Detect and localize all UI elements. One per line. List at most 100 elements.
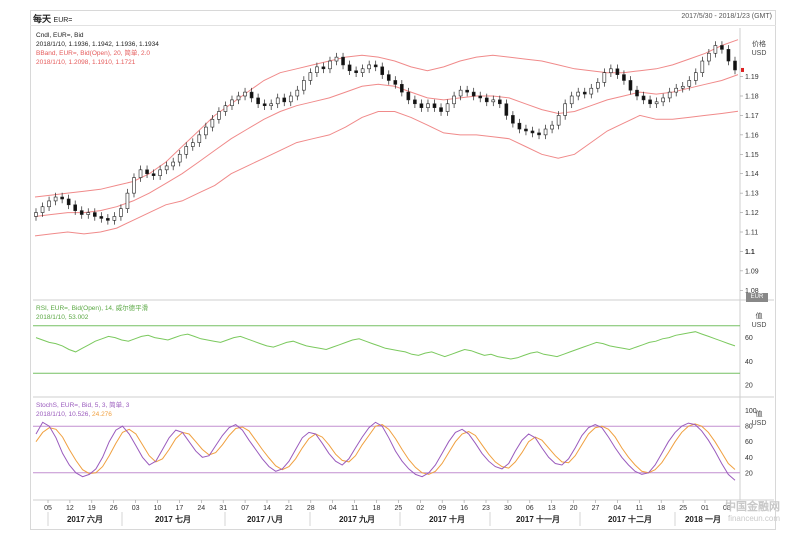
candle-body xyxy=(158,169,162,176)
candle-body xyxy=(269,103,273,107)
candle-body xyxy=(720,45,724,50)
candle-body xyxy=(484,97,489,103)
rsi-legend: RSI, EUR=, Bid(Open), 14, 威尔德平滑 2018/1/1… xyxy=(36,304,148,322)
candle-body xyxy=(341,56,345,66)
stoch-d-line xyxy=(35,423,736,475)
candle-body xyxy=(197,134,202,143)
rsi-line xyxy=(35,331,736,360)
price-tick-label: 1.14 xyxy=(745,171,759,178)
price-tick-label: 1.18 xyxy=(745,94,759,101)
candle-body xyxy=(556,115,561,126)
candle-body xyxy=(694,72,698,81)
price-tick-label: 1.1 xyxy=(745,249,755,256)
price-tick-label: 1.17 xyxy=(745,113,759,120)
candle-body xyxy=(713,45,718,54)
month-label: 2017 八月 xyxy=(247,515,283,524)
candle-body xyxy=(145,169,149,175)
candle-body xyxy=(295,89,300,97)
stoch-k-value: 2018/1/10, 10.526, xyxy=(36,411,91,418)
candle-body xyxy=(400,84,404,93)
candle-body xyxy=(230,99,234,107)
x-tick-label: 25 xyxy=(679,505,687,512)
candle-body xyxy=(92,212,97,217)
month-label: 2017 七月 xyxy=(155,514,191,524)
candle-body xyxy=(563,103,567,116)
stoch-legend-title: StochS, EUR=, Bid, 5, 3, 简单, 3 xyxy=(36,402,130,409)
candle-body xyxy=(119,208,123,217)
candle-body xyxy=(628,80,633,91)
candle-body xyxy=(177,153,182,163)
candle-body xyxy=(380,66,385,75)
x-tick-label: 08 xyxy=(723,505,731,512)
candle-body xyxy=(641,95,646,101)
x-tick-label: 21 xyxy=(285,505,293,512)
candle-body xyxy=(243,91,247,97)
candle-body xyxy=(726,49,731,62)
candle-body xyxy=(687,80,692,87)
date-range: 2017/5/30 - 2018/1/23 (GMT) xyxy=(681,13,772,20)
candle-body xyxy=(615,68,620,75)
stoch-tick-label: 60 xyxy=(745,439,753,446)
candle-body xyxy=(609,68,613,73)
stoch-d-value: 24.276 xyxy=(92,411,112,418)
candle-body xyxy=(66,198,71,206)
candle-body xyxy=(419,103,424,108)
candle-body xyxy=(504,103,509,116)
x-tick-label: 16 xyxy=(460,505,468,512)
price-unit-label: 价格 USD xyxy=(744,40,774,58)
candle-body xyxy=(190,142,195,147)
candle-body xyxy=(445,103,450,112)
price-badge: EUR xyxy=(746,293,768,302)
candle-legend-title: Cndl, EUR=, Bid xyxy=(36,32,84,39)
candle-body xyxy=(262,103,267,107)
candle-body xyxy=(367,64,371,70)
candle-body xyxy=(60,196,64,200)
stoch-tick-label: 100 xyxy=(745,408,757,415)
month-label: 2017 十二月 xyxy=(608,514,652,524)
x-tick-label: 25 xyxy=(395,505,403,512)
candle-body xyxy=(426,103,430,108)
candle-body xyxy=(471,91,476,97)
candle-body xyxy=(680,85,685,89)
candle-body xyxy=(151,173,156,176)
candle-body xyxy=(406,91,411,101)
candle-body xyxy=(53,196,58,202)
candle-body xyxy=(315,66,319,73)
x-tick-label: 19 xyxy=(88,505,96,512)
candle-body xyxy=(256,97,260,105)
month-label: 2018 一月 xyxy=(685,515,721,524)
candle-body xyxy=(217,111,221,120)
rsi-legend-title: RSI, EUR=, Bid(Open), 14, 威尔德平滑 xyxy=(36,305,149,312)
month-label: 2017 十一月 xyxy=(516,514,560,524)
bband-upper-line xyxy=(34,39,739,198)
candle-body xyxy=(589,87,594,95)
candle-body xyxy=(524,128,528,132)
candle-body xyxy=(622,74,626,81)
watermark-line2: financeun.com xyxy=(727,514,780,523)
candle-body xyxy=(125,192,130,209)
month-label: 2017 六月 xyxy=(67,514,103,524)
x-tick-label: 05 xyxy=(44,505,52,512)
x-tick-label: 30 xyxy=(504,505,512,512)
candle-body xyxy=(543,128,548,136)
stoch-unit-line2: USD xyxy=(751,420,767,427)
candle-body xyxy=(386,74,391,81)
x-tick-label: 18 xyxy=(657,505,665,512)
candle-body xyxy=(491,99,496,103)
candle-body xyxy=(517,122,522,130)
candle-body xyxy=(661,97,665,103)
candle-body xyxy=(452,95,456,105)
candle-body xyxy=(478,95,483,99)
candle-body xyxy=(569,95,574,105)
candle-body xyxy=(321,66,326,70)
candle-body xyxy=(530,130,535,134)
price-unit-line2: USD xyxy=(751,50,767,57)
stoch-k-line xyxy=(35,421,736,481)
rsi-unit-label: 值 USD xyxy=(744,312,774,330)
stoch-legend-values: 2018/1/10, 10.526, 24.276 xyxy=(36,410,129,419)
symbol-text: EUR= xyxy=(53,17,73,24)
candle-body xyxy=(302,80,306,91)
price-tick-label: 1.11 xyxy=(745,230,758,237)
last-price-marker xyxy=(741,67,744,72)
x-tick-label: 03 xyxy=(132,505,140,512)
